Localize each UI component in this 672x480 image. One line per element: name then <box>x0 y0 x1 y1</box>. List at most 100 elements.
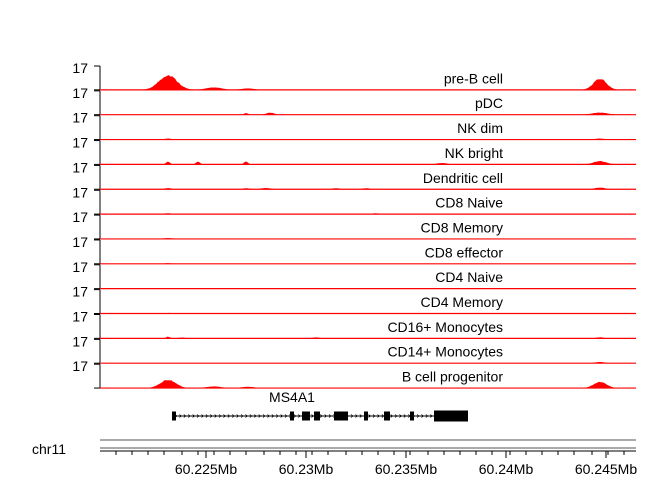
strand-arrow <box>416 414 420 418</box>
x-tick-label: 60.24Mb <box>479 461 534 477</box>
track-4: 17 Dendritic cell <box>72 159 636 190</box>
strand-arrow <box>201 414 204 418</box>
strand-arrow <box>280 414 284 418</box>
strand-arrow <box>421 414 424 418</box>
strand-arrow <box>311 414 314 418</box>
track-ymax-label: 17 <box>72 284 88 300</box>
strand-arrow <box>377 414 380 418</box>
strand-arrow <box>236 414 240 418</box>
strand-arrow <box>328 414 332 418</box>
strand-arrow <box>227 414 231 418</box>
track-6: 17 CD8 Memory <box>72 209 636 240</box>
strand-arrow <box>394 414 398 418</box>
track-ymax-label: 17 <box>72 358 88 374</box>
strand-arrow <box>209 414 213 418</box>
track-name: Dendritic cell <box>423 170 503 186</box>
track-name: pre-B cell <box>444 70 503 86</box>
strand-arrow <box>403 414 407 418</box>
gene-track: MS4A1 <box>172 389 468 422</box>
chromosome-label: chr11 <box>32 441 66 457</box>
track-ymax-label: 17 <box>72 333 88 349</box>
strand-arrow <box>324 414 328 418</box>
strand-arrow <box>258 414 262 418</box>
strand-arrow <box>253 414 257 418</box>
track-ymax-label: 17 <box>72 60 88 76</box>
track-ymax-label: 17 <box>72 159 88 175</box>
strand-arrow <box>179 414 182 418</box>
track-9: 17 CD4 Memory <box>72 284 636 315</box>
track-name: CD4 Naive <box>435 269 503 285</box>
gene-exon <box>302 411 310 421</box>
gene-exon <box>172 411 176 421</box>
track-ymax-label: 17 <box>72 309 88 325</box>
strand-arrow <box>297 414 301 418</box>
gene-label: MS4A1 <box>269 389 315 405</box>
strand-arrow <box>196 414 200 418</box>
track-5: 17 CD8 Naive <box>72 184 636 215</box>
track-3: 17 NK bright <box>72 135 636 165</box>
coverage-tracks: 17 pre-B cell 17 pDC 17 NK dim 17 NK bright 17 De… <box>72 60 636 389</box>
strand-arrow <box>390 414 394 418</box>
strand-arrow <box>183 414 187 418</box>
track-ymax-label: 17 <box>72 110 88 126</box>
track-name: CD8 Memory <box>421 219 503 235</box>
gene-exon <box>314 411 320 421</box>
gene-exon <box>434 410 468 422</box>
strand-arrow <box>372 414 376 418</box>
strand-arrow <box>275 414 279 418</box>
strand-arrow <box>359 414 363 418</box>
gene-exon <box>384 411 390 421</box>
track-name: CD16+ Monocytes <box>387 319 503 335</box>
track-0: 17 pre-B cell <box>72 60 636 91</box>
track-ymax-label: 17 <box>72 234 88 250</box>
track-1: 17 pDC <box>72 85 636 116</box>
x-tick-label: 60.225Mb <box>175 461 237 477</box>
strand-arrow <box>218 414 222 418</box>
track-name: NK dim <box>457 120 503 136</box>
x-tick-label: 60.235Mb <box>375 461 437 477</box>
ideogram-track: chr11 <box>32 439 636 457</box>
strand-arrow <box>245 414 248 418</box>
track-10: 17 CD16+ Monocytes <box>72 309 636 339</box>
coverage-area <box>100 75 636 90</box>
track-ymax-label: 17 <box>72 259 88 275</box>
strand-arrow <box>271 414 275 418</box>
strand-arrow <box>381 414 385 418</box>
strand-arrow <box>399 414 402 418</box>
strand-arrow <box>319 414 323 418</box>
strand-arrow <box>240 414 244 418</box>
track-8: 17 CD4 Naive <box>72 259 636 290</box>
track-name: B cell progenitor <box>402 369 504 385</box>
x-tick-label: 60.23Mb <box>279 461 334 477</box>
x-axis: 60.225Mb 60.23Mb 60.235Mb 60.24Mb 60.245Mb <box>100 450 637 477</box>
strand-arrow <box>187 414 191 418</box>
gene-exon <box>410 411 414 421</box>
track-ymax-label: 17 <box>72 209 88 225</box>
track-name: CD8 effector <box>425 244 504 260</box>
strand-arrow <box>368 414 372 418</box>
coverage-area <box>100 187 636 190</box>
track-name: CD4 Memory <box>421 294 503 310</box>
strand-arrow <box>425 414 429 418</box>
track-7: 17 CD8 effector <box>72 234 636 265</box>
strand-arrow <box>355 414 358 418</box>
coverage-area <box>100 380 636 389</box>
strand-arrow <box>249 414 253 418</box>
track-name: CD14+ Monocytes <box>387 344 503 360</box>
track-ymax-label: 17 <box>72 135 88 151</box>
strand-arrow <box>214 414 218 418</box>
track-ymax-label: 17 <box>72 85 88 101</box>
gene-exon <box>290 411 294 421</box>
strand-arrow <box>350 414 354 418</box>
gene-exon <box>334 411 348 421</box>
track-name: CD8 Naive <box>435 195 503 211</box>
track-ymax-label: 17 <box>72 184 88 200</box>
track-11: 17 CD14+ Monocytes <box>72 333 636 364</box>
strand-arrow <box>267 414 270 418</box>
track-2: 17 NK dim <box>72 110 636 141</box>
strand-arrow <box>293 414 297 418</box>
track-name: NK bright <box>445 145 503 161</box>
strand-arrow <box>262 414 266 418</box>
strand-arrow <box>223 414 226 418</box>
